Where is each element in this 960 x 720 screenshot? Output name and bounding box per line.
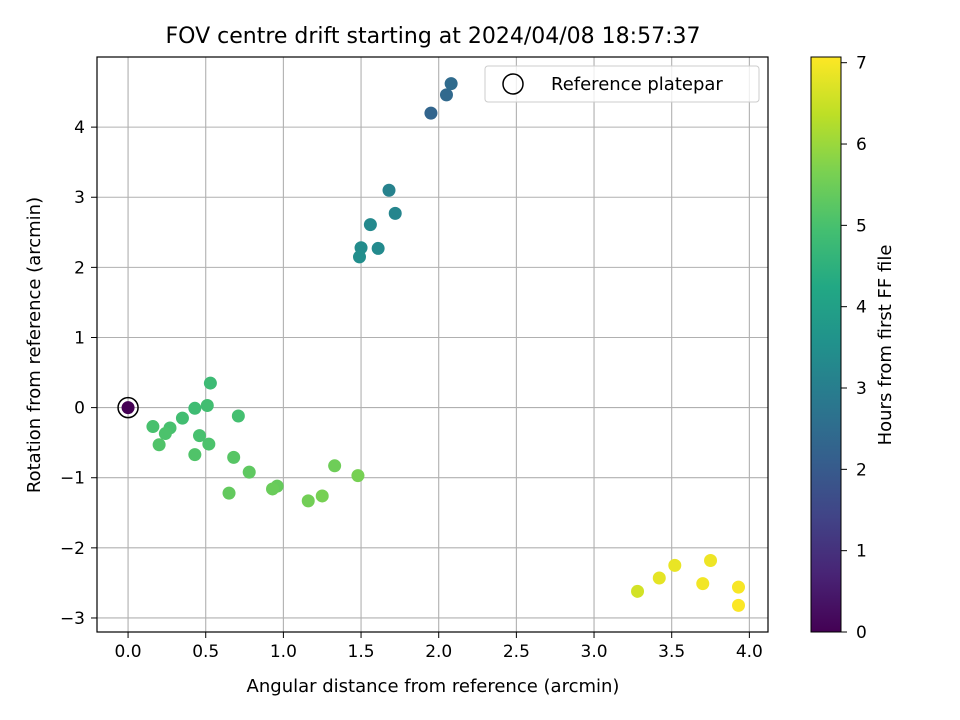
data-point — [371, 241, 385, 255]
y-tick-label: 1 — [74, 328, 85, 348]
y-tick-label: −3 — [60, 609, 85, 629]
legend: Reference platepar — [484, 65, 760, 103]
x-tick-label: 4.0 — [736, 642, 763, 662]
data-point — [382, 183, 396, 197]
data-point — [668, 558, 682, 572]
data-point — [444, 77, 458, 91]
y-tick-label: 2 — [74, 258, 85, 278]
data-point — [328, 459, 342, 473]
data-point — [227, 450, 241, 464]
x-tick-label: 0.5 — [192, 642, 219, 662]
data-point — [363, 218, 377, 232]
y-tick-label: −2 — [60, 539, 85, 559]
x-axis-label: Angular distance from reference (arcmin) — [247, 676, 620, 697]
data-point — [188, 448, 202, 462]
data-point — [351, 469, 365, 483]
axes-frame — [96, 56, 769, 633]
data-point — [121, 401, 135, 415]
data-point — [188, 401, 202, 415]
x-tick-label: 2.5 — [503, 642, 530, 662]
axes-background — [97, 57, 768, 632]
data-point — [146, 420, 160, 434]
legend-reference-marker — [502, 73, 524, 95]
data-point — [158, 427, 172, 441]
data-point — [696, 577, 710, 591]
y-tick-label: 3 — [74, 188, 85, 208]
plot-area: 0.0 0.5 1.0 1.5 2.0 2.5 3.0 3.5 4.0 −3 −2 −1 0 1 2 3 4 — [60, 56, 769, 662]
y-tick-label: 4 — [74, 118, 85, 138]
data-point — [242, 465, 256, 479]
data-point — [266, 482, 280, 496]
data-point — [424, 106, 438, 120]
y-axis-label: Rotation from reference (arcmin) — [24, 197, 45, 493]
data-point — [631, 584, 645, 598]
colorbar-tick-label: 2 — [856, 460, 867, 480]
data-point — [222, 486, 236, 500]
data-point — [193, 429, 207, 443]
data-point — [231, 409, 245, 423]
data-point — [315, 489, 329, 503]
x-tick-label: 2.0 — [425, 642, 452, 662]
colorbar-tick-label: 4 — [856, 298, 867, 318]
colorbar-tick-label: 5 — [856, 216, 867, 236]
colorbar-gradient — [810, 56, 842, 633]
colorbar-tick-label: 0 — [856, 623, 867, 643]
legend-box — [484, 65, 760, 103]
y-tick-label: −1 — [60, 469, 85, 489]
legend-label: Reference platepar — [551, 74, 723, 95]
data-point — [352, 250, 366, 264]
colorbar-label: Hours from first FF file — [875, 245, 896, 446]
data-point — [388, 206, 402, 220]
data-point — [652, 571, 666, 585]
reference-marker — [117, 396, 139, 419]
colorbar-tick-label: 3 — [856, 379, 867, 399]
x-tick-label: 1.0 — [270, 642, 297, 662]
data-point — [202, 437, 216, 451]
data-point — [203, 376, 217, 390]
colorbar: 0 1 2 3 4 5 6 7 Hours from first FF file — [810, 54, 896, 643]
data-point — [200, 399, 214, 413]
data-point — [152, 438, 166, 452]
y-tick-label: 0 — [74, 399, 85, 419]
data-point — [731, 598, 745, 612]
colorbar-tick-label: 1 — [856, 542, 867, 562]
colorbar-tick-label: 6 — [856, 135, 867, 155]
data-point — [439, 88, 453, 102]
chart-title: FOV centre drift starting at 2024/04/08 … — [166, 24, 701, 49]
x-tick-label: 3.0 — [581, 642, 608, 662]
data-point — [175, 411, 189, 425]
colorbar-tick-label: 7 — [856, 54, 867, 74]
data-point — [704, 553, 718, 567]
data-point — [731, 580, 745, 594]
x-tick-label: 1.5 — [348, 642, 375, 662]
colorbar-ticks: 0 1 2 3 4 5 6 7 — [841, 54, 867, 643]
x-tick-label: 3.5 — [658, 642, 685, 662]
data-point — [301, 494, 315, 508]
x-tick-label: 0.0 — [115, 642, 142, 662]
